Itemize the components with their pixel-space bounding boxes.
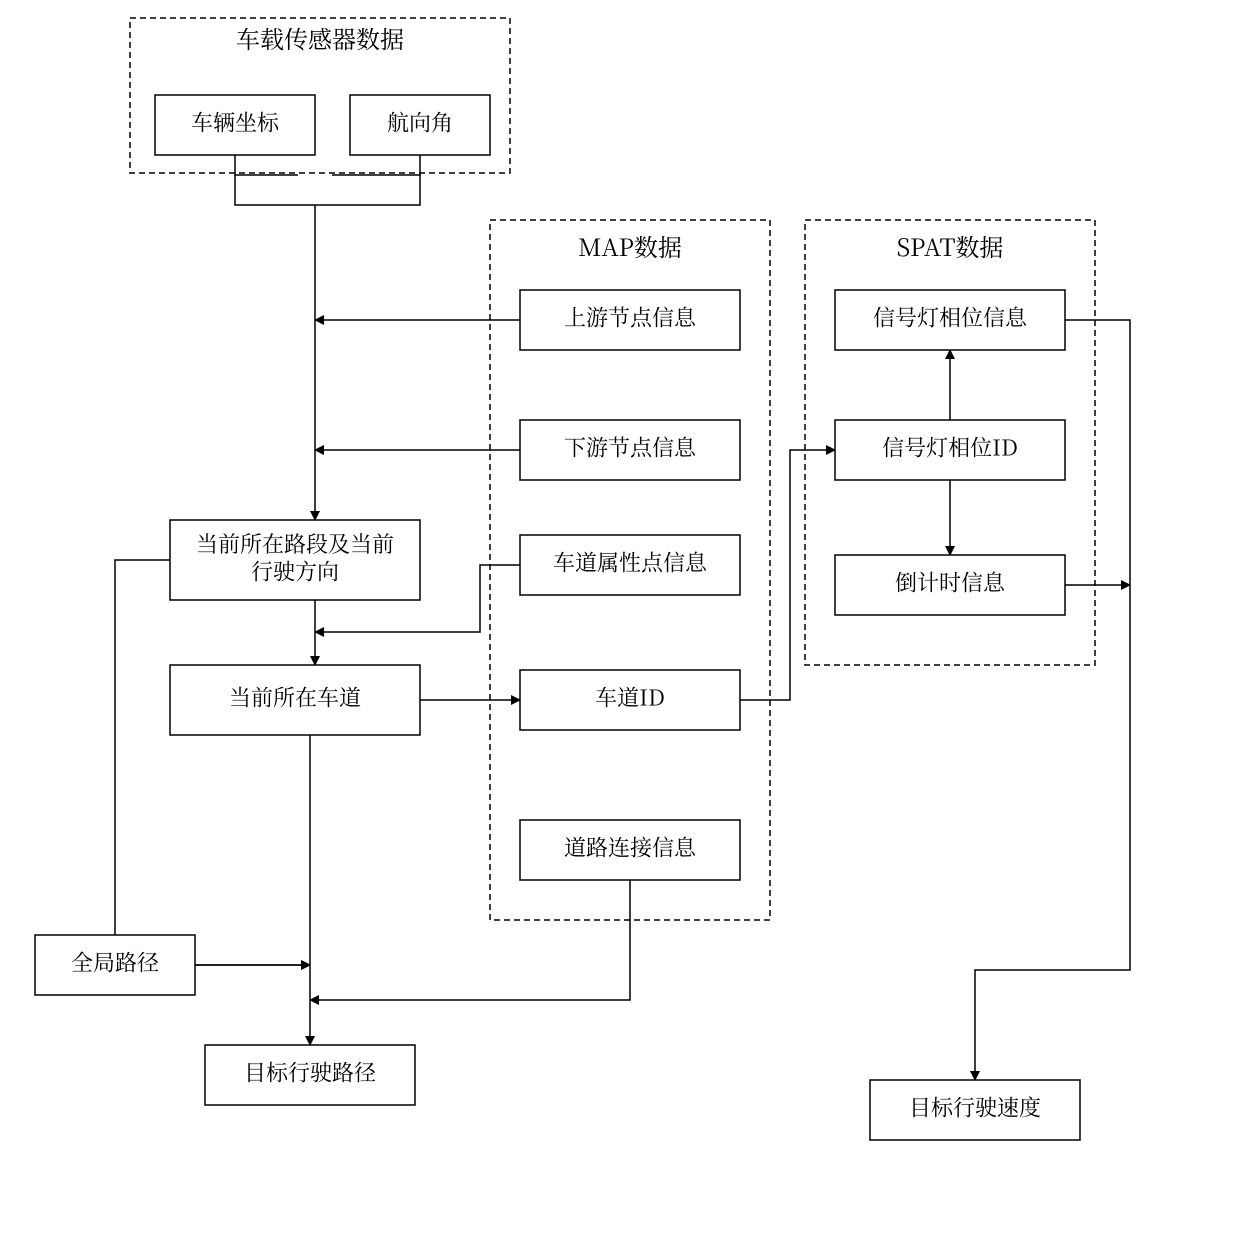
edge-veh-coord-down [235, 155, 298, 175]
node-label-global_path: 全局路径 [71, 947, 159, 978]
node-label-countdown: 倒计时信息 [895, 567, 1006, 598]
node-label-lane_attr: 车道属性点信息 [553, 547, 708, 578]
group-title-sensor: 车载传感器数据 [236, 20, 404, 55]
node-label-phase_info: 信号灯相位信息 [873, 302, 1028, 333]
edge-laneid-to-phaseid [740, 450, 835, 700]
node-label-upstream: 上游节点信息 [564, 302, 697, 333]
node-label-heading: 航向角 [387, 107, 453, 138]
node-label-phase_id: 信号灯相位ID [882, 432, 1018, 463]
edge-heading-down [332, 155, 420, 175]
node-label-cur_segment-0: 当前所在路段及当前 [196, 528, 394, 559]
node-label-veh_coord: 车辆坐标 [191, 107, 280, 138]
edge-segment-left [115, 560, 310, 965]
group-title-spat: SPAT数据 [897, 228, 1004, 263]
group-title-map: MAP数据 [578, 228, 682, 263]
edge-spat-to-speed [975, 585, 1130, 1080]
edge-phase-out [1065, 320, 1130, 585]
node-label-cur_lane: 当前所在车道 [229, 682, 361, 713]
flowchart-diagram: 车载传感器数据 MAP数据 SPAT数据 车辆坐标 航向角上游节点信息下游节点信息车道属… [0, 0, 1240, 1241]
edge-roadconn-to-target [310, 880, 630, 1000]
node-label-cur_segment-1: 行驶方向 [251, 555, 339, 586]
node-label-downstream: 下游节点信息 [564, 432, 697, 463]
node-label-target_path: 目标行驶路径 [244, 1057, 376, 1088]
node-label-target_speed: 目标行驶速度 [909, 1092, 1041, 1123]
edge-sensor-junction-box [235, 175, 420, 205]
node-label-road_conn: 道路连接信息 [564, 832, 697, 863]
node-label-lane_id: 车道ID [595, 682, 665, 713]
